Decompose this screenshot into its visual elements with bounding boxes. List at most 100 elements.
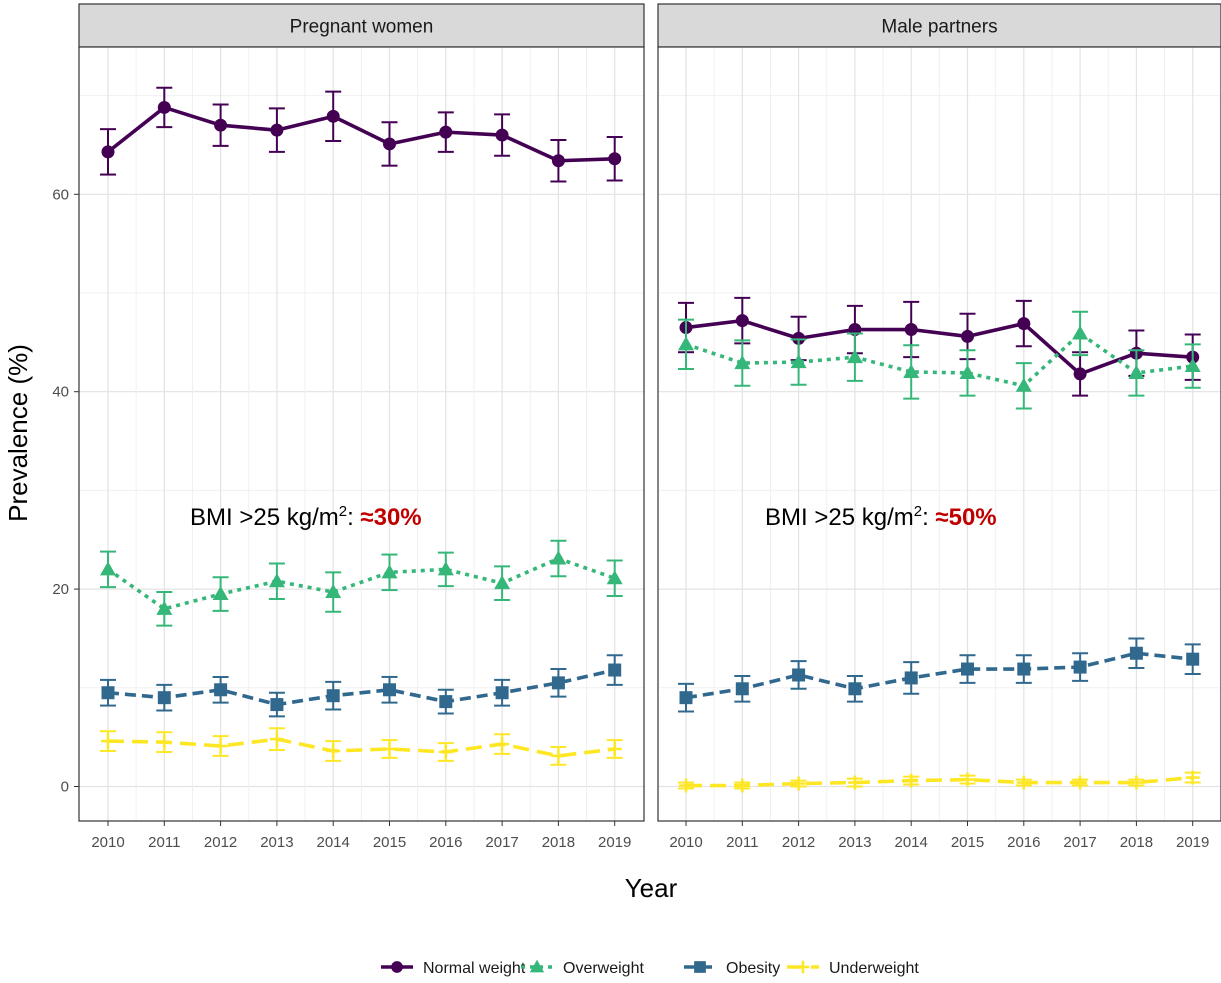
annotation-superscript: 2	[914, 503, 922, 520]
data-point	[1129, 775, 1144, 790]
legend: Normal weight Overweight Obesity Underweigh…	[381, 959, 919, 977]
data-point	[1128, 364, 1145, 379]
data-point	[382, 741, 397, 756]
legend-item-overweight: Overweight	[521, 959, 644, 977]
data-point	[735, 682, 749, 696]
data-point	[960, 772, 975, 787]
data-point	[100, 561, 116, 576]
data-point	[156, 600, 173, 615]
data-point	[495, 737, 510, 752]
x-tick-label: 2011	[726, 834, 758, 851]
facet-title: Pregnant women	[290, 17, 434, 38]
annotation-colon: :	[922, 504, 935, 531]
panel-male-partners: Male partners 2010 2011 2012 2013 2014 2015 201…	[657, 3, 1221, 851]
x-tick-label: 2010	[669, 834, 702, 851]
annotation-value: ≈50%	[935, 504, 996, 531]
data-point	[792, 668, 806, 682]
data-point	[269, 732, 284, 747]
data-point	[847, 775, 862, 790]
y-tick-label: 20	[52, 581, 69, 598]
facet-title: Male partners	[881, 17, 997, 38]
data-point	[846, 349, 863, 364]
gridlines	[79, 47, 644, 821]
data-point	[326, 689, 340, 703]
data-point	[214, 683, 228, 697]
data-point	[551, 154, 565, 168]
data-point	[1186, 652, 1200, 666]
data-point	[904, 671, 918, 685]
plot-border	[657, 46, 1221, 822]
series-line	[107, 737, 615, 758]
legend-label: Normal weight	[423, 960, 526, 977]
data-point	[270, 698, 284, 712]
annotation-prefix: BMI >25 kg/m	[190, 504, 339, 531]
data-point	[551, 676, 565, 690]
x-tick-label: 2015	[373, 834, 406, 851]
annotation-value: ≈30%	[360, 504, 421, 531]
data-point	[678, 336, 694, 351]
data-point	[1017, 662, 1031, 676]
data-point	[437, 561, 454, 576]
data-point	[214, 118, 228, 132]
series-overweight	[678, 310, 1201, 410]
data-point	[101, 145, 115, 159]
data-point	[679, 778, 693, 793]
data-point	[270, 123, 284, 137]
series-obesity	[678, 637, 1201, 713]
x-tick-label: 2018	[542, 834, 575, 851]
x-tick-label: 2019	[598, 834, 631, 851]
data-point	[1185, 770, 1200, 785]
x-axis-title: Year	[625, 873, 678, 903]
series-line	[685, 651, 1193, 700]
x-tick-label: 2013	[838, 834, 871, 851]
x-tick-label: 2016	[1007, 834, 1040, 851]
x-tick-label: 2017	[1063, 834, 1096, 851]
data-point	[1073, 660, 1087, 674]
y-tick-label: 0	[61, 779, 69, 796]
series-overweight	[100, 539, 623, 627]
data-point	[551, 748, 566, 763]
legend-label: Underweight	[829, 960, 919, 977]
data-point	[903, 363, 920, 378]
y-tick-label: 40	[52, 384, 69, 401]
legend-item-underweight: Underweight	[787, 960, 919, 977]
legend-key-marker	[694, 961, 706, 973]
bmi-annotation: BMI >25 kg/m2: ≈30%	[190, 503, 422, 531]
data-point	[904, 323, 918, 337]
x-tick-label: 2013	[260, 834, 293, 851]
data-point	[1016, 775, 1031, 790]
data-point	[495, 686, 509, 700]
facet-strip	[78, 3, 645, 48]
series-obesity	[100, 654, 623, 718]
x-tick-label: 2010	[91, 834, 124, 851]
data-point	[157, 735, 172, 750]
data-point	[212, 586, 229, 601]
data-point	[439, 695, 453, 709]
series-line	[106, 105, 615, 163]
x-tick-label: 2014	[895, 834, 928, 851]
series-normal-weight	[100, 86, 623, 183]
x-tick-label: 2012	[204, 834, 237, 851]
data-point	[608, 663, 622, 677]
data-point	[735, 778, 750, 793]
legend-key-marker	[529, 959, 545, 973]
data-point	[1072, 325, 1089, 340]
x-tick-label: 2015	[951, 834, 984, 851]
bmi-annotation: BMI >25 kg/m2: ≈50%	[765, 503, 997, 531]
facet-strip	[657, 3, 1221, 48]
annotation-prefix: BMI >25 kg/m	[765, 504, 914, 531]
data-point	[157, 100, 171, 114]
data-point	[101, 734, 115, 749]
data-point	[494, 575, 511, 590]
data-point	[1073, 367, 1087, 381]
data-point	[326, 109, 340, 123]
data-point	[213, 739, 228, 754]
gridlines	[658, 47, 1221, 821]
data-point	[326, 743, 341, 758]
data-point	[550, 550, 567, 565]
plot-border	[78, 46, 645, 822]
series-line	[686, 775, 1193, 788]
data-point	[383, 137, 396, 151]
data-point	[959, 364, 976, 379]
